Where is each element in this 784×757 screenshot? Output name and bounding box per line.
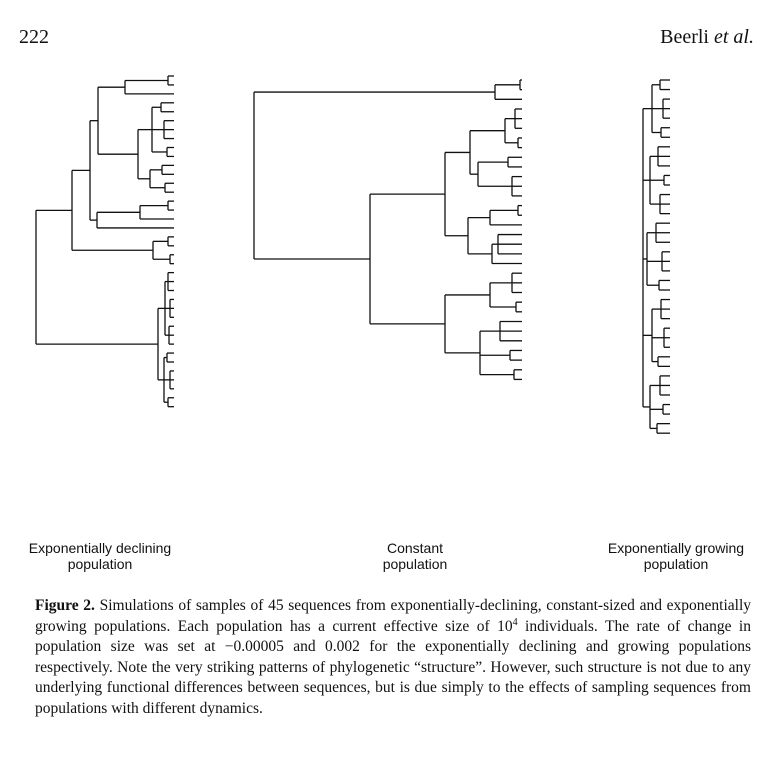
panel-label-constant: Constant population	[345, 540, 485, 572]
page-number: 222	[19, 26, 49, 48]
panel-label-declining-line2: population	[67, 556, 133, 572]
panel-label-constant-line2: population	[382, 556, 448, 572]
running-head-authors: Beerli	[660, 26, 709, 48]
running-head: Beerli et al.	[660, 26, 754, 49]
panel-label-growing: Exponentially growing population	[596, 540, 756, 572]
tree-growing	[642, 79, 670, 434]
caption-label: Figure 2.	[35, 597, 95, 614]
panel-label-declining: Exponentially declining population	[15, 540, 185, 572]
running-head-etal: et al.	[714, 26, 754, 48]
panel-label-growing-line2: population	[643, 556, 709, 572]
figure-caption: Figure 2. Simulations of samples of 45 s…	[35, 596, 751, 719]
caption-text-b: individuals. The rate of change in popul…	[35, 617, 751, 717]
panel-label-declining-line1: Exponentially declining	[28, 540, 172, 556]
tree-declining	[35, 75, 174, 408]
caption-text-a: Simulations of samples of 45 sequences f…	[35, 597, 751, 635]
tree-constant	[253, 79, 522, 381]
panel-label-constant-line1: Constant	[386, 540, 444, 556]
caption-superscript: 4	[512, 616, 518, 628]
panel-label-growing-line1: Exponentially growing	[607, 540, 745, 556]
